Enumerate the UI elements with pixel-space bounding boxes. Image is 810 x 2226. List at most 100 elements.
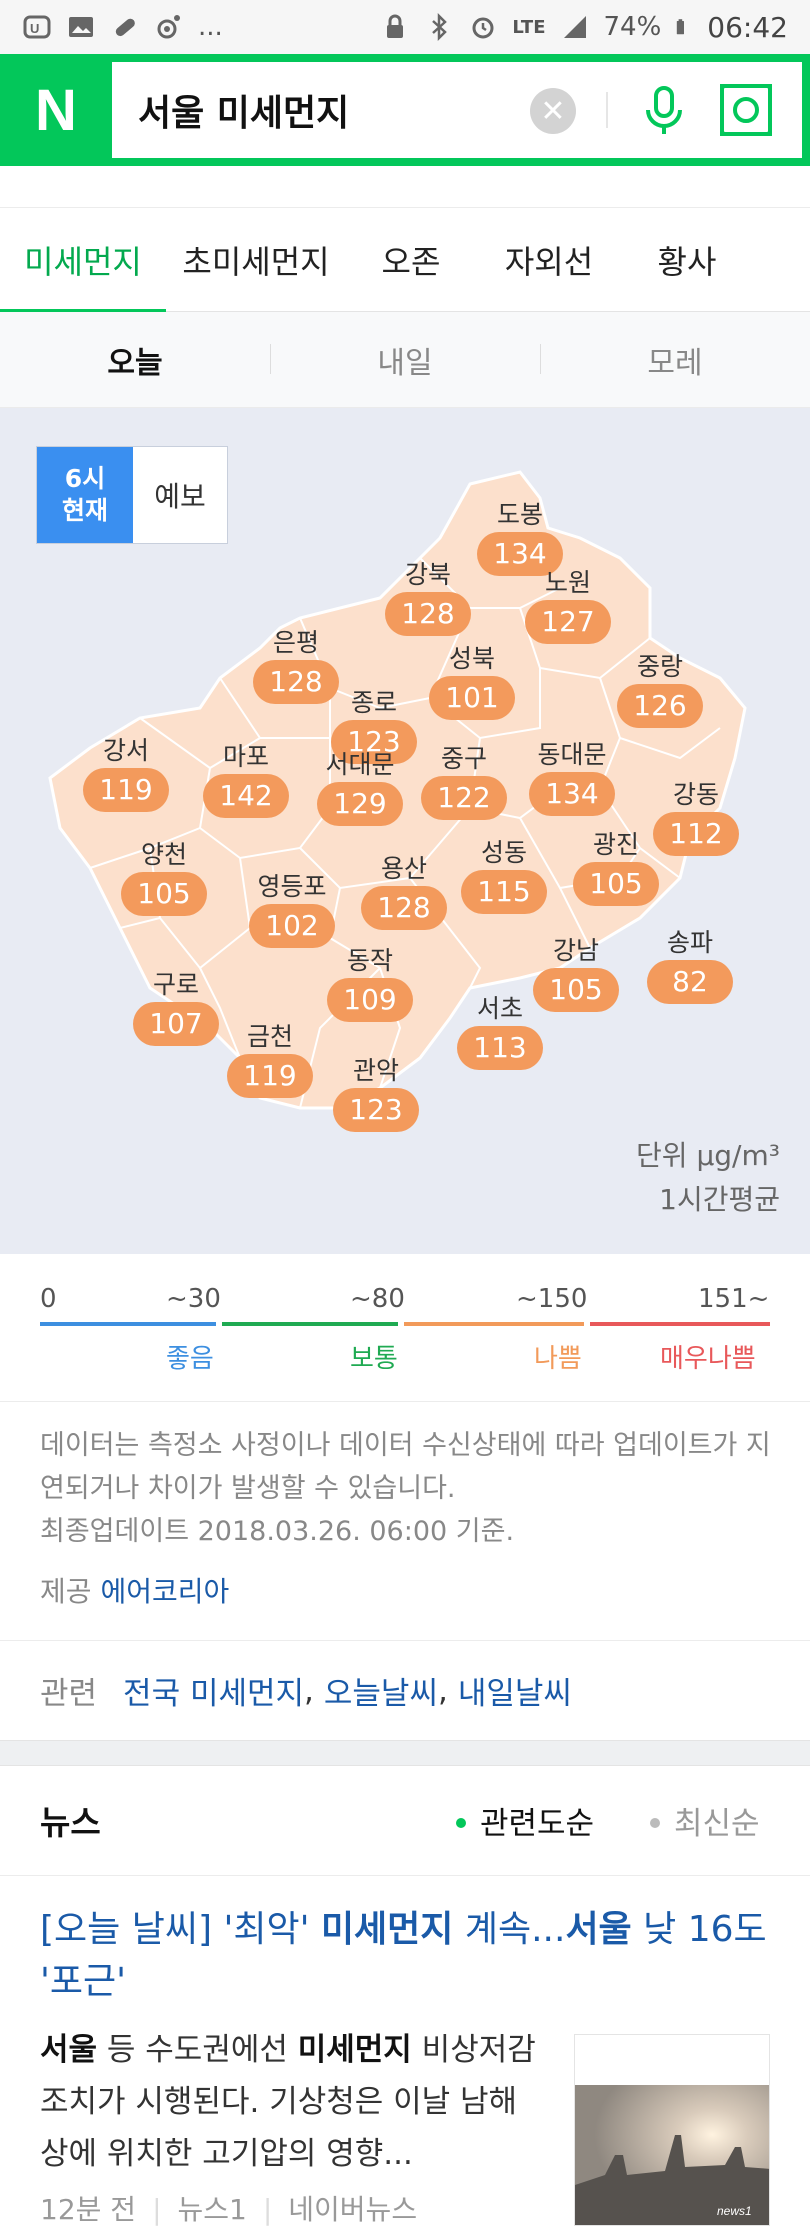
search-input[interactable] <box>138 84 538 136</box>
district-value-badge: 129 <box>317 782 403 826</box>
district-name: 관악 <box>352 1056 399 1085</box>
thumb-watermark: news1 <box>717 2204 752 2218</box>
district-name: 노원 <box>544 568 591 597</box>
naver-logo[interactable]: N <box>35 77 77 143</box>
sort-latest-button[interactable]: 최신순 <box>650 1798 760 1843</box>
related-link-today-weather[interactable]: 오늘날씨 <box>323 1676 438 1712</box>
tab-uv[interactable]: 자외선 <box>504 243 594 281</box>
snippet-text: 등 수도권에선 <box>97 2032 298 2068</box>
headline-keyword: 서울 <box>565 1909 632 1950</box>
district-value-badge: 142 <box>203 774 289 818</box>
district-value-badge: 122 <box>421 776 507 820</box>
tab-day-after[interactable]: 모레 <box>540 338 810 382</box>
scale-tick: ~150 <box>516 1284 588 1314</box>
district-2[interactable]: 노원 127 <box>508 566 628 644</box>
data-notice: 데이터는 측정소 사정이나 데이터 수신상태에 따라 업데이트가 지연되거나 차… <box>40 1424 780 1553</box>
district-value-badge: 126 <box>617 684 703 728</box>
related-link-tomorrow-weather[interactable]: 내일날씨 <box>457 1676 572 1712</box>
lens-search-button[interactable] <box>714 78 778 142</box>
district-name: 영등포 <box>257 872 327 901</box>
news-portal[interactable]: 네이버뉴스 <box>247 2193 417 2226</box>
headline-keyword: 미세먼지 <box>320 1909 454 1950</box>
tab-fine-dust[interactable]: 미세먼지 <box>0 208 166 313</box>
district-name: 동대문 <box>537 740 607 769</box>
district-name: 은평 <box>272 628 319 657</box>
app-notification-icon: U <box>23 15 51 39</box>
news-time: 12분 전 <box>40 2193 137 2226</box>
active-dot-icon <box>456 1817 466 1828</box>
level-scale: 0 ~30 ~80 ~150 151~ 좋음 보통 나쁨 매우나쁨 <box>0 1254 810 1402</box>
district-1[interactable]: 강북 128 <box>368 558 488 636</box>
district-21[interactable]: 강남 105 <box>516 934 636 1012</box>
district-value-badge: 123 <box>331 720 417 764</box>
district-name: 동작 <box>346 946 393 975</box>
district-23[interactable]: 서초 113 <box>440 992 560 1070</box>
district-name: 중구 <box>440 744 487 773</box>
district-14[interactable]: 영등포 102 <box>232 870 352 948</box>
level-bad-label: 나쁨 <box>534 1344 582 1374</box>
pill-icon <box>115 18 135 37</box>
district-4[interactable]: 성북 101 <box>412 642 532 720</box>
district-7[interactable]: 강서 119 <box>66 734 186 812</box>
district-24[interactable]: 관악 123 <box>316 1054 436 1132</box>
scale-tick: 0 <box>40 1284 57 1314</box>
district-value-badge: 113 <box>457 1026 543 1070</box>
district-13[interactable]: 양천 105 <box>104 838 224 916</box>
search-box: ✕ <box>112 62 802 158</box>
unit-info: 단위 µg/m³ 1시간평균 <box>636 1134 780 1222</box>
district-10[interactable]: 중구 122 <box>404 742 524 820</box>
district-value-badge: 128 <box>385 592 471 636</box>
bluetooth-icon <box>432 12 448 42</box>
tab-tomorrow[interactable]: 내일 <box>270 338 540 382</box>
district-17[interactable]: 광진 105 <box>556 828 676 906</box>
camera-lens-icon <box>720 84 772 136</box>
tab-ultrafine-dust[interactable]: 초미세먼지 <box>182 243 330 281</box>
scale-tick: 151~ <box>698 1284 770 1314</box>
current-time-toggle[interactable]: 6시 현재 <box>37 447 133 543</box>
district-value-badge: 102 <box>249 904 335 948</box>
search-header: N ✕ <box>0 54 810 166</box>
district-16[interactable]: 성동 115 <box>444 836 564 914</box>
district-18[interactable]: 송파 82 <box>630 926 750 1004</box>
district-6[interactable]: 종로 123 <box>314 686 434 764</box>
divider <box>606 92 608 128</box>
sort-latest-label: 최신순 <box>674 1806 760 1842</box>
district-9[interactable]: 서대문 129 <box>300 748 420 826</box>
forecast-toggle[interactable]: 예보 <box>154 480 206 513</box>
district-name: 구로 <box>152 970 199 999</box>
district-0[interactable]: 도봉 134 <box>460 498 580 576</box>
tab-today[interactable]: 오늘 <box>107 345 163 381</box>
news-snippet[interactable]: 서울 등 수도권에선 미세먼지 비상저감조치가 시행된다. 기상청은 이날 남해… <box>40 2024 540 2180</box>
news-source[interactable]: 뉴스1 <box>136 2193 247 2226</box>
district-name: 도봉 <box>496 500 543 529</box>
provider-label: 제공 <box>40 1575 92 1608</box>
district-value-badge: 134 <box>529 772 615 816</box>
district-value-badge: 115 <box>461 870 547 914</box>
district-20[interactable]: 동작 109 <box>310 944 430 1022</box>
district-8[interactable]: 마포 142 <box>186 740 306 818</box>
news-thumbnail[interactable]: news1 <box>574 2034 770 2226</box>
battery-percent: 74% <box>603 12 662 42</box>
district-15[interactable]: 용산 128 <box>344 852 464 930</box>
provider-link[interactable]: 에어코리아 <box>100 1575 230 1608</box>
related-link-national-dust[interactable]: 전국 미세먼지 <box>123 1676 305 1712</box>
more-notifications: ... <box>198 12 223 42</box>
district-22[interactable]: 금천 119 <box>210 1020 330 1098</box>
tab-ozone[interactable]: 오존 <box>381 243 441 281</box>
clear-search-button[interactable]: ✕ <box>530 88 576 134</box>
district-value-badge: 119 <box>83 768 169 812</box>
district-11[interactable]: 동대문 134 <box>512 738 632 816</box>
news-meta: 12분 전뉴스1네이버뉴스 <box>40 2188 417 2226</box>
district-value-badge: 82 <box>647 960 733 1004</box>
sort-relevance-button[interactable]: 관련도순 <box>456 1798 594 1843</box>
lock-icon <box>387 14 404 38</box>
district-5[interactable]: 중랑 126 <box>600 650 720 728</box>
scale-bar-very-bad <box>590 1322 770 1326</box>
district-19[interactable]: 구로 107 <box>116 968 236 1046</box>
news-headline-link[interactable]: [오늘 날씨] '최악' 미세먼지 계속...서울 낮 16도 '포근' <box>40 1904 780 2008</box>
tab-yellow-dust[interactable]: 황사 <box>657 243 717 281</box>
district-3[interactable]: 은평 128 <box>236 626 356 704</box>
district-12[interactable]: 강동 112 <box>636 778 756 856</box>
voice-search-button[interactable] <box>632 78 696 142</box>
record-icon <box>157 15 180 39</box>
